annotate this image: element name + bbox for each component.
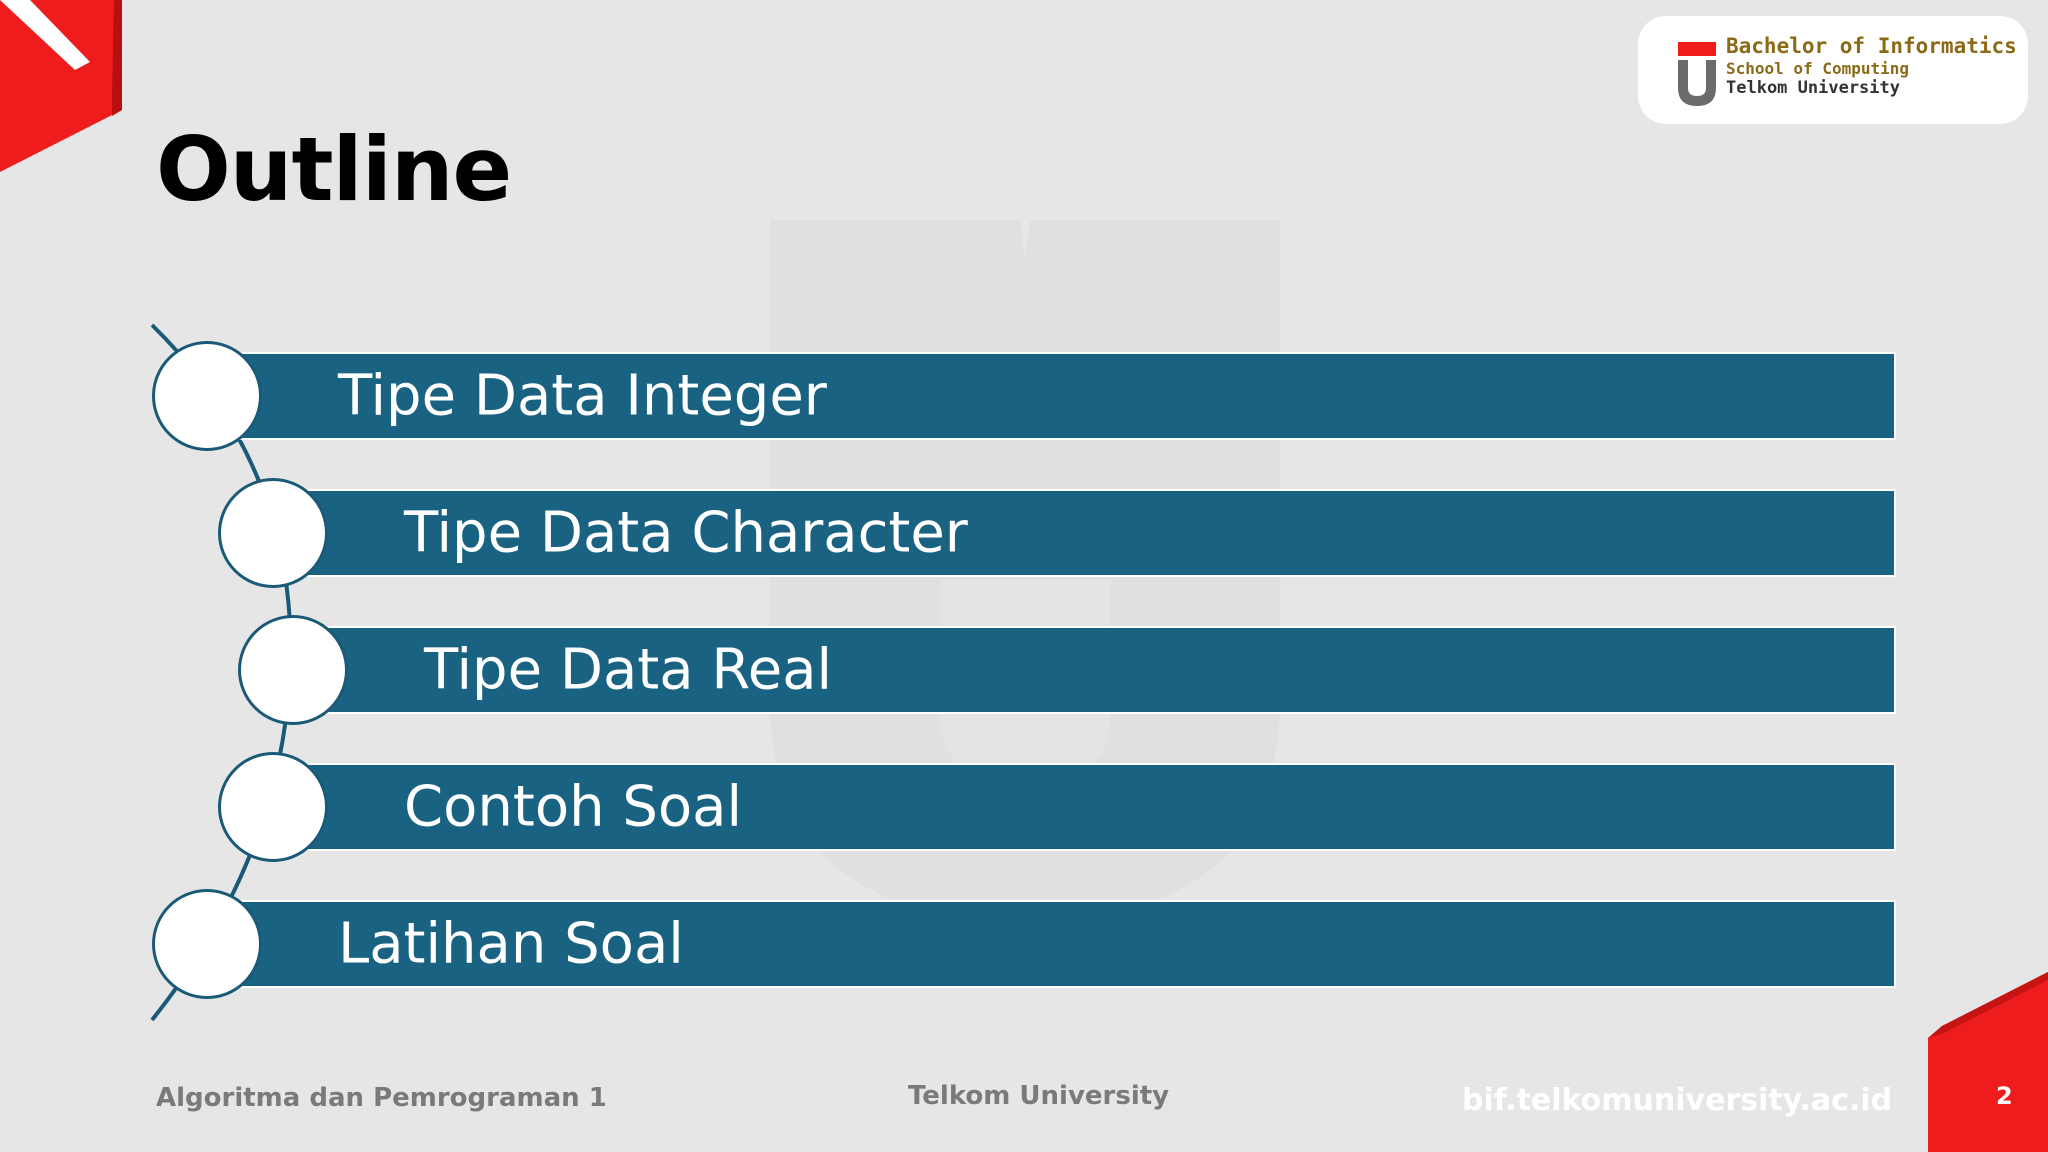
corner-decoration-top-left bbox=[0, 0, 122, 172]
logo-program-name: Bachelor of Informatics bbox=[1726, 34, 2017, 58]
corner-decoration-bottom-right bbox=[1928, 972, 2048, 1152]
outline-bar: Tipe Data Integer bbox=[208, 352, 1896, 440]
logo-school-name: School of Computing bbox=[1726, 59, 1910, 78]
outline-bullet bbox=[238, 615, 348, 725]
slide-title: Outline bbox=[156, 118, 512, 221]
outline-bullet bbox=[218, 752, 328, 862]
footer-website: bif.telkomuniversity.ac.id bbox=[1462, 1083, 1893, 1118]
outline-bar: Tipe Data Character bbox=[274, 489, 1896, 577]
outline-item-latihan-soal: Latihan Soal bbox=[152, 889, 1896, 999]
outline-bullet bbox=[218, 478, 328, 588]
outline-bullet bbox=[152, 889, 262, 999]
logo-card: Bachelor of Informatics School of Comput… bbox=[1638, 16, 2028, 124]
logo-text: Bachelor of Informatics School of Comput… bbox=[1726, 36, 2017, 97]
outline-item-contoh-soal: Contoh Soal bbox=[218, 752, 1896, 862]
outline-item-tipe-data-real: Tipe Data Real bbox=[238, 615, 1896, 725]
outline-bar: Tipe Data Real bbox=[294, 626, 1896, 714]
outline-item-label: Latihan Soal bbox=[338, 911, 684, 977]
footer-course-name: Algoritma dan Pemrograman 1 bbox=[156, 1083, 607, 1113]
outline-item-label: Tipe Data Character bbox=[404, 500, 968, 566]
outline-bullet bbox=[152, 341, 262, 451]
page-number: 2 bbox=[1996, 1082, 2013, 1110]
footer-university-name: Telkom University bbox=[908, 1081, 1170, 1111]
outline-bar: Latihan Soal bbox=[208, 900, 1896, 988]
logo-university-name: Telkom University bbox=[1726, 78, 1900, 98]
outline-item-label: Tipe Data Real bbox=[424, 637, 833, 703]
outline-item-tipe-data-integer: Tipe Data Integer bbox=[152, 341, 1896, 451]
outline-item-label: Contoh Soal bbox=[404, 774, 743, 840]
outline-item-tipe-data-character: Tipe Data Character bbox=[218, 478, 1896, 588]
outline-item-label: Tipe Data Integer bbox=[338, 363, 827, 429]
outline-bar: Contoh Soal bbox=[274, 763, 1896, 851]
telkom-university-logo-icon bbox=[1678, 42, 1716, 106]
